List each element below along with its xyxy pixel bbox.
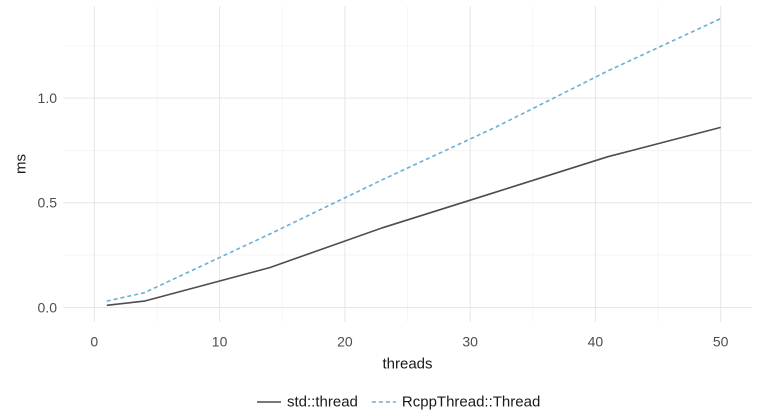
x-tick-label: 10 bbox=[212, 333, 228, 349]
series-line-0 bbox=[106, 126, 721, 307]
series-layer bbox=[106, 17, 722, 307]
y-axis-title: ms bbox=[13, 154, 30, 174]
grid-layer bbox=[63, 6, 752, 322]
y-tick-label: 0.5 bbox=[38, 195, 58, 211]
x-axis-title: threads bbox=[382, 355, 432, 372]
legend-label-0: std::thread bbox=[287, 394, 358, 411]
x-tick-label: 40 bbox=[588, 333, 604, 349]
legend: std::thread RcppThread::Thread bbox=[257, 394, 540, 411]
tick-layer: 0 10 20 30 40 50 0.0 0.5 1.0 bbox=[38, 90, 729, 349]
y-tick-label: 0.0 bbox=[38, 299, 58, 315]
series-line-1 bbox=[106, 17, 722, 302]
x-tick-label: 30 bbox=[462, 333, 478, 349]
x-tick-label: 20 bbox=[337, 333, 353, 349]
y-tick-label: 1.0 bbox=[38, 90, 58, 106]
legend-label-1: RcppThread::Thread bbox=[402, 394, 540, 411]
x-tick-label: 0 bbox=[90, 333, 98, 349]
x-tick-label: 50 bbox=[713, 333, 729, 349]
